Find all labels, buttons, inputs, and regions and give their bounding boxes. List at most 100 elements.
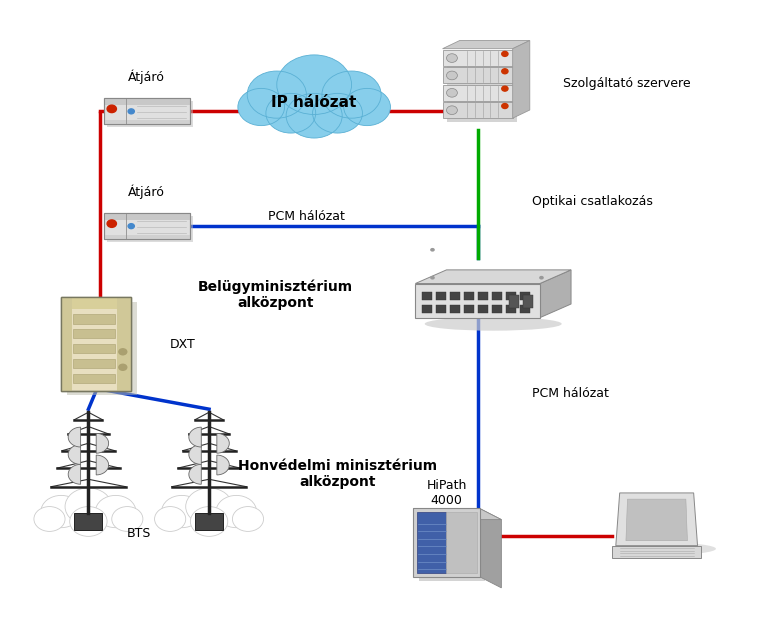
Bar [422,292,432,300]
Ellipse shape [613,543,716,555]
Bar [436,305,446,313]
Bar [107,215,193,242]
Circle shape [162,495,202,528]
Circle shape [502,86,508,91]
Bar [73,359,115,368]
Bar [492,305,502,313]
Polygon shape [615,493,698,546]
Bar [449,305,459,313]
Circle shape [128,109,134,114]
Circle shape [154,506,186,531]
Bar [506,305,516,313]
Circle shape [107,105,117,113]
Text: Átjáró: Átjáró [129,185,165,199]
Bar [463,292,474,300]
Ellipse shape [425,317,561,331]
Text: Optikai csatlakozás: Optikai csatlakozás [532,195,653,208]
Bar [61,297,131,309]
Circle shape [112,506,143,531]
Polygon shape [96,433,109,453]
Polygon shape [217,455,229,475]
Polygon shape [443,41,530,49]
Bar [107,101,193,127]
Text: PCM hálózat: PCM hálózat [532,387,609,400]
Circle shape [107,220,117,227]
Bar [195,513,223,530]
Bar [73,344,115,353]
Polygon shape [68,444,81,464]
Circle shape [34,506,65,531]
Bar [506,292,516,300]
Text: PCM hálózat: PCM hálózat [268,210,345,223]
Bar [73,329,115,339]
Polygon shape [513,41,530,118]
Bar [443,68,513,83]
Bar [416,512,446,573]
Circle shape [447,54,457,63]
Bar [443,85,513,101]
Polygon shape [189,427,201,447]
Text: Belügyminisztérium
alközpont: Belügyminisztérium alközpont [198,279,353,310]
Circle shape [238,88,285,126]
Bar [422,305,432,313]
Bar [447,53,517,122]
Circle shape [286,93,342,138]
Polygon shape [217,433,229,453]
Circle shape [118,364,128,371]
Bar [443,102,513,118]
Circle shape [128,223,134,228]
Circle shape [502,69,508,74]
Circle shape [322,71,381,118]
Polygon shape [96,455,109,475]
Bar [520,292,530,300]
Polygon shape [68,427,81,447]
Bar [67,302,136,395]
Polygon shape [626,499,688,541]
Bar [61,297,131,391]
Bar [74,513,103,530]
Circle shape [313,93,362,133]
Bar [463,305,474,313]
Circle shape [96,495,136,528]
Bar [73,374,115,383]
Bar [413,508,480,577]
Bar [612,546,702,558]
Bar [73,314,115,324]
Circle shape [447,71,457,80]
Bar [436,292,446,300]
Bar [104,98,190,125]
Text: Átjáró: Átjáró [129,70,165,85]
Circle shape [343,88,390,126]
Circle shape [266,93,316,133]
Circle shape [247,71,307,118]
Text: BTS: BTS [127,526,151,540]
Bar [104,98,190,105]
Bar [477,305,488,313]
Text: HiPath
4000: HiPath 4000 [426,479,466,507]
Bar [104,98,190,125]
Bar [443,50,513,66]
Polygon shape [480,508,502,588]
Bar [509,295,519,309]
Circle shape [502,103,508,108]
Circle shape [447,88,457,97]
Polygon shape [540,270,571,317]
Bar [492,292,502,300]
Circle shape [216,495,256,528]
Circle shape [539,276,544,280]
Polygon shape [416,270,571,284]
Text: Honvédelmi minisztérium
alközpont: Honvédelmi minisztérium alközpont [238,459,437,490]
Polygon shape [189,464,201,485]
Circle shape [277,55,351,115]
Bar [104,235,190,239]
Text: Szolgáltató szervere: Szolgáltató szervere [563,77,691,90]
Polygon shape [413,508,502,520]
Circle shape [232,506,263,531]
Circle shape [118,348,128,356]
Bar [449,292,459,300]
Bar [104,213,190,239]
Bar [447,512,477,573]
Bar [419,513,485,581]
Polygon shape [189,444,201,464]
Bar [416,284,540,317]
